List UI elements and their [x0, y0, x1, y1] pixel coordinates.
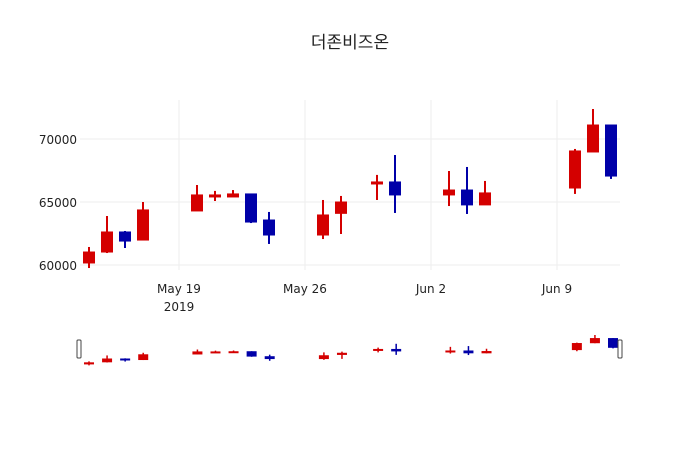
- chart-title: 더존비즈온: [311, 33, 389, 53]
- y-tick-label: 65000: [39, 196, 77, 210]
- candle: [119, 230, 131, 248]
- candles: [83, 109, 617, 269]
- candle: [227, 190, 239, 198]
- x-tick-label: Jun 2: [415, 282, 446, 296]
- candle: [461, 166, 473, 214]
- candle: [479, 180, 491, 206]
- candle: [371, 174, 383, 200]
- x-tick-label: May 26: [283, 282, 327, 296]
- y-tick-label: 70000: [39, 133, 77, 147]
- candle: [569, 148, 581, 194]
- candle: [443, 171, 455, 207]
- candle: [137, 202, 149, 241]
- candle: [101, 215, 113, 254]
- grid: [80, 100, 620, 270]
- candle: [317, 199, 329, 240]
- candle: [245, 193, 257, 224]
- candle: [263, 211, 275, 244]
- x-tick-label: May 19: [157, 282, 201, 296]
- candle: [587, 109, 599, 153]
- y-axis: 60000 65000 70000: [39, 133, 77, 273]
- y-tick-label: 60000: [39, 259, 77, 273]
- candle: [191, 184, 203, 212]
- x-tick-label: Jun 9: [541, 282, 572, 296]
- range-slider-left-handle[interactable]: [76, 339, 82, 359]
- x-tick-year: 2019: [164, 300, 195, 314]
- range-slider[interactable]: [76, 335, 623, 366]
- candle: [605, 124, 617, 179]
- candle: [335, 195, 347, 235]
- range-slider-right-handle[interactable]: [617, 339, 623, 359]
- x-axis: May 19 2019 May 26 Jun 2 Jun 9: [157, 282, 572, 314]
- candle: [209, 190, 221, 201]
- candle: [389, 155, 401, 213]
- candle: [83, 246, 95, 269]
